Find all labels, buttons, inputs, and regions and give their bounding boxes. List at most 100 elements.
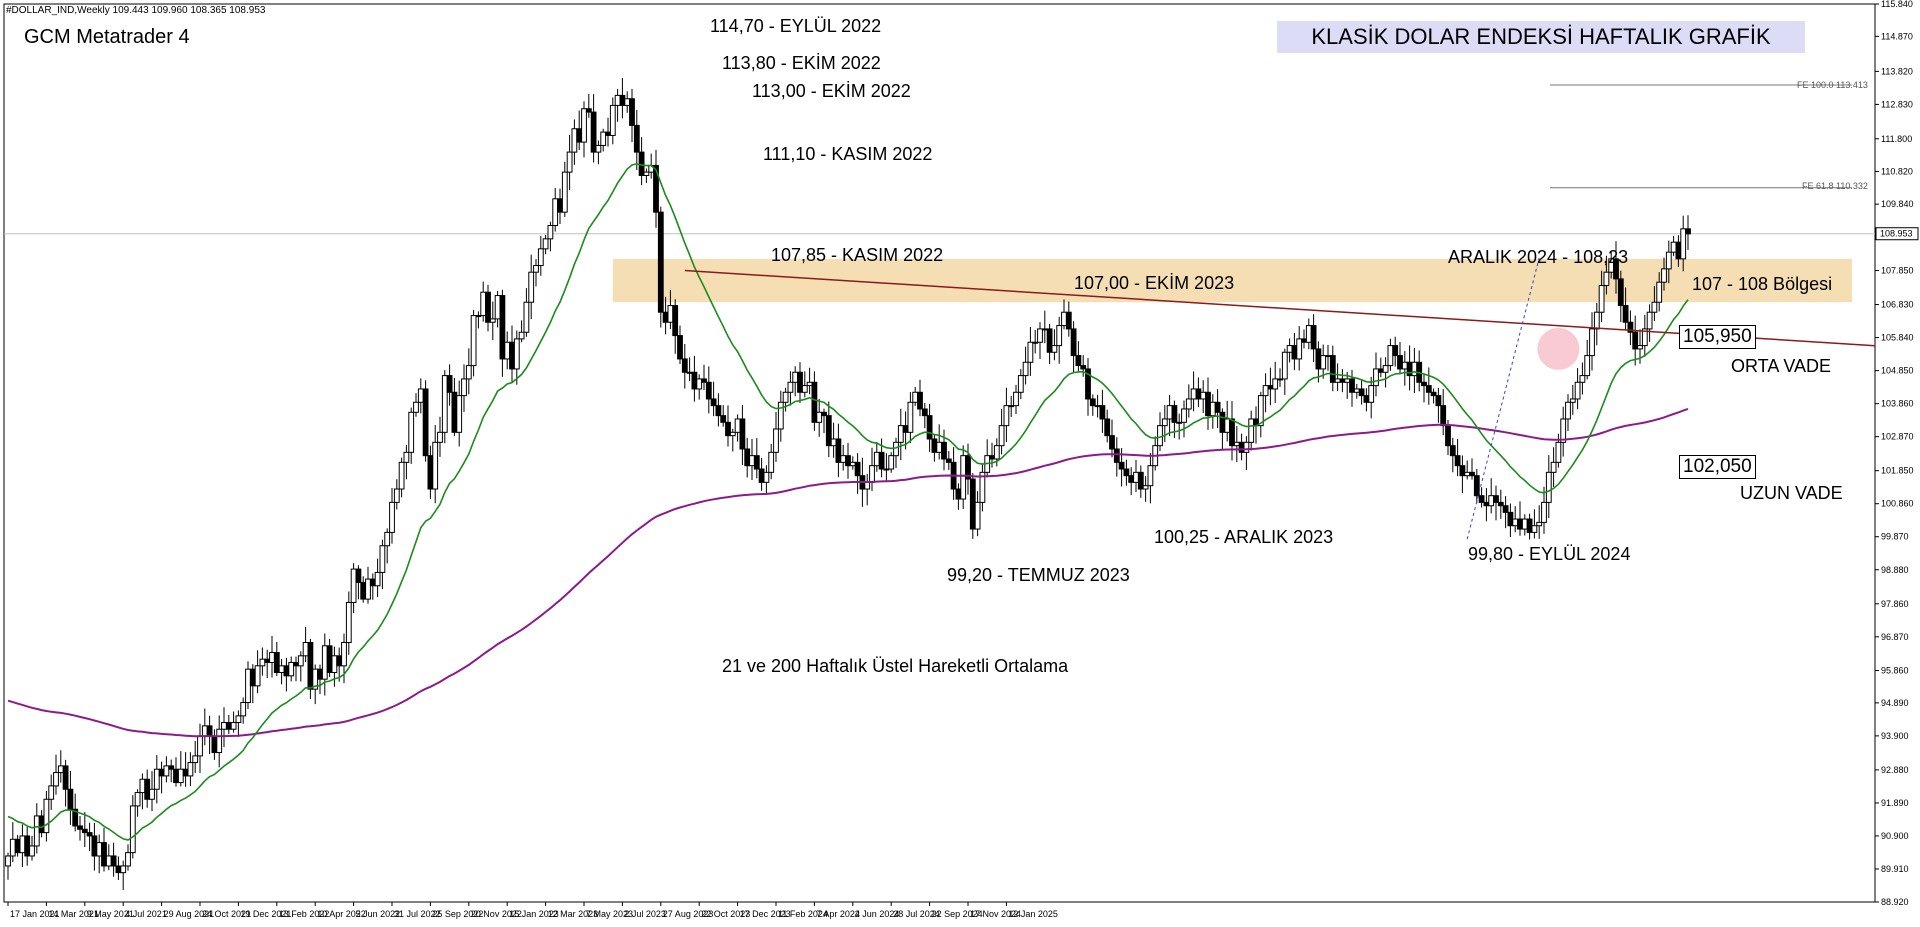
y-tick-label: 110.820 xyxy=(1881,166,1913,176)
candle-body xyxy=(1099,405,1106,420)
y-tick-label: 115.840 xyxy=(1881,0,1913,9)
candle-body xyxy=(1133,471,1139,483)
candle-body xyxy=(1382,365,1389,373)
candle-body xyxy=(230,722,237,730)
candle-body xyxy=(432,441,439,490)
candle-body xyxy=(1603,271,1610,287)
y-tick-label: 112.830 xyxy=(1881,99,1913,109)
candle-body xyxy=(1257,395,1264,427)
candle-body xyxy=(816,411,823,423)
candle-body xyxy=(1685,228,1691,235)
candle-body xyxy=(413,401,419,413)
candle-body xyxy=(1617,278,1624,307)
y-tick-label: 113.820 xyxy=(1881,66,1913,76)
fe618-label: FE 61.8 110.332 xyxy=(1802,181,1868,191)
candle-body xyxy=(1214,401,1221,413)
candle-body xyxy=(120,865,127,874)
candle-body xyxy=(345,601,352,643)
candle-body xyxy=(557,198,563,213)
candle-body xyxy=(293,661,299,667)
candle-body xyxy=(1248,418,1255,443)
y-tick-label: 89.910 xyxy=(1881,864,1909,874)
label-dec-2023-low: 100,25 - ARALIK 2023 xyxy=(1154,527,1334,547)
candle-body xyxy=(1305,325,1312,343)
label-oct-2022-b: 113,00 - EKİM 2022 xyxy=(752,81,911,101)
candle-body xyxy=(907,401,914,433)
candle-body xyxy=(523,301,530,333)
candle-body xyxy=(494,295,501,320)
x-tick-label: 13 Feb 2022 xyxy=(279,909,330,919)
x-tick-label: 5 Jun 2022 xyxy=(356,909,401,919)
candle-body xyxy=(926,415,933,440)
candle-body xyxy=(1363,395,1370,403)
candle-body xyxy=(1334,378,1341,383)
candle-body xyxy=(542,238,549,250)
candle-body xyxy=(350,568,357,603)
candle-body xyxy=(1171,405,1178,423)
candle-body xyxy=(14,838,21,854)
candle-body xyxy=(585,108,592,113)
candle-body xyxy=(1550,461,1557,473)
candle-body xyxy=(206,725,213,737)
candle-body xyxy=(9,838,16,857)
candle-body xyxy=(1589,328,1595,357)
label-nov-2022-b: 107,85 - KASIM 2022 xyxy=(771,245,944,265)
fib-line xyxy=(1466,257,1540,540)
candle-body xyxy=(1123,468,1130,477)
candle-body xyxy=(1392,345,1399,357)
candle-body xyxy=(1512,518,1519,527)
x-tick-label: 12 Jan 2025 xyxy=(1008,909,1058,919)
y-tick-label: 102.870 xyxy=(1881,432,1914,442)
candle-body xyxy=(782,391,789,403)
candle-body xyxy=(705,381,712,400)
candle-body xyxy=(360,581,367,600)
candle-body xyxy=(1085,368,1091,400)
candle-body xyxy=(633,124,640,153)
candle-body xyxy=(278,665,285,673)
y-tick-label: 91.890 xyxy=(1881,798,1909,808)
candle-body xyxy=(701,378,707,383)
candle-body xyxy=(1104,418,1111,437)
candle-body xyxy=(1075,355,1082,367)
candle-body xyxy=(1142,485,1149,490)
candle-body xyxy=(888,455,895,470)
candle-body xyxy=(643,171,650,176)
y-tick-label: 88.920 xyxy=(1881,897,1909,907)
candle-body xyxy=(533,265,539,273)
candle-body xyxy=(1286,345,1293,353)
candle-body xyxy=(341,641,347,667)
candle-body xyxy=(921,408,928,417)
candle-body xyxy=(1401,361,1408,370)
candle-body xyxy=(221,722,227,730)
candle-body xyxy=(1613,258,1619,280)
candle-body xyxy=(273,651,280,673)
candle-body xyxy=(427,455,434,490)
candle-body xyxy=(187,762,194,777)
candle-body xyxy=(758,468,765,483)
candle-body xyxy=(163,765,170,777)
candle-body xyxy=(19,835,26,854)
y-tick-label: 111.800 xyxy=(1881,134,1912,144)
candle-body xyxy=(374,571,381,587)
candle-body xyxy=(1646,311,1653,330)
candle-body xyxy=(614,94,621,106)
candle-body xyxy=(62,765,69,790)
candle-body xyxy=(1032,341,1039,344)
candle-body xyxy=(149,788,155,800)
candle-body xyxy=(24,835,31,857)
orta-vade-label: ORTA VADE xyxy=(1731,356,1832,376)
candle-body xyxy=(681,358,688,373)
candle-body xyxy=(1531,525,1538,533)
x-tick-label: 9 May 2021 xyxy=(87,909,134,919)
candle-body xyxy=(864,481,871,490)
candle-body xyxy=(456,395,463,433)
x-tick-label: 11 Feb 2024 xyxy=(778,909,828,919)
x-tick-label: 7 Apr 2024 xyxy=(816,909,860,919)
candle-body xyxy=(77,825,83,830)
candle-body xyxy=(1118,461,1125,470)
candle-body xyxy=(806,381,813,387)
candle-body xyxy=(893,441,899,457)
candle-body xyxy=(211,735,218,754)
